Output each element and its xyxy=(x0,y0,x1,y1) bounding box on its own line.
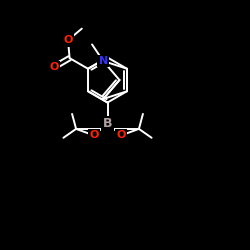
Text: N: N xyxy=(98,56,108,66)
Text: O: O xyxy=(49,62,59,72)
Text: O: O xyxy=(116,130,126,140)
Text: B: B xyxy=(103,117,112,130)
Text: O: O xyxy=(63,35,73,45)
Text: O: O xyxy=(89,130,99,140)
